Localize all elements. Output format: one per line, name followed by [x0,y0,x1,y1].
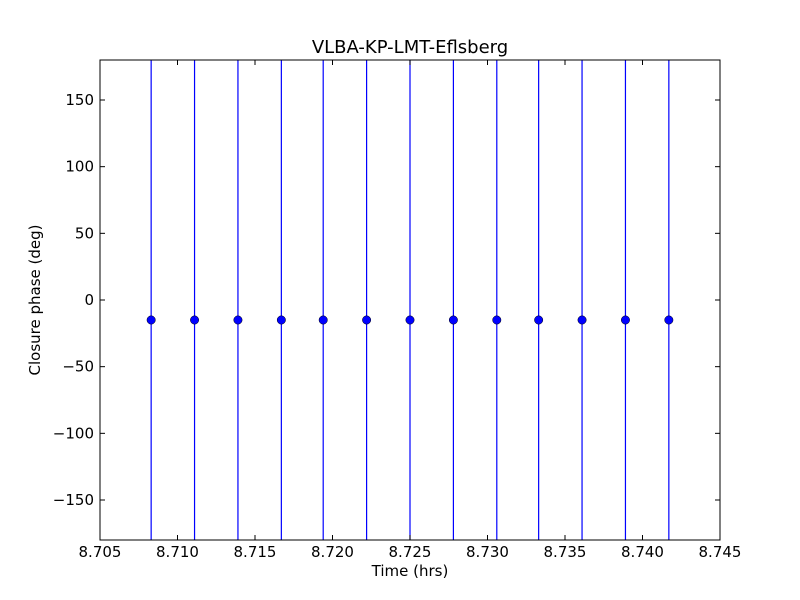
data-point-6 [362,315,372,325]
y-tick-label: 0 [84,291,94,309]
x-tick-label: 8.745 [699,543,742,561]
chart-title: VLBA-KP-LMT-Eflsberg [312,37,508,58]
data-point-8 [448,315,458,325]
y-axis-label: Closure phase (deg) [26,225,44,376]
data-point-11 [577,315,587,325]
y-tick-label: 150 [65,91,94,109]
data-point-2 [190,315,200,325]
y-tick-label: −50 [62,358,94,376]
y-tick-label: 100 [65,158,94,176]
x-tick-label: 8.715 [234,543,277,561]
plot-area [146,60,674,540]
x-axis-label: Time (hrs) [371,562,449,580]
x-tick-label: 8.735 [544,543,587,561]
data-point-3 [233,315,243,325]
x-tick-label: 8.725 [389,543,432,561]
data-point-4 [276,315,286,325]
data-point-7 [405,315,415,325]
x-tick-label: 8.740 [621,543,664,561]
y-tick-label: −100 [53,424,94,442]
data-point-9 [492,315,502,325]
x-axis-ticks: 8.705 8.710 8.715 8.720 8.725 8.730 8.735 8.740… [79,60,742,561]
y-tick-label: −150 [53,491,94,509]
x-tick-label: 8.730 [466,543,509,561]
x-tick-label: 8.705 [79,543,122,561]
data-point-13 [664,315,674,325]
x-tick-label: 8.720 [311,543,354,561]
data-point-5 [318,315,328,325]
data-point-12 [621,315,630,325]
data-point-1 [146,315,156,325]
x-tick-label: 8.710 [156,543,199,561]
y-axis-ticks: 150 100 50 0 −50 −100 −150 [53,91,720,509]
data-point-10 [534,315,544,325]
y-tick-label: 50 [75,224,94,242]
